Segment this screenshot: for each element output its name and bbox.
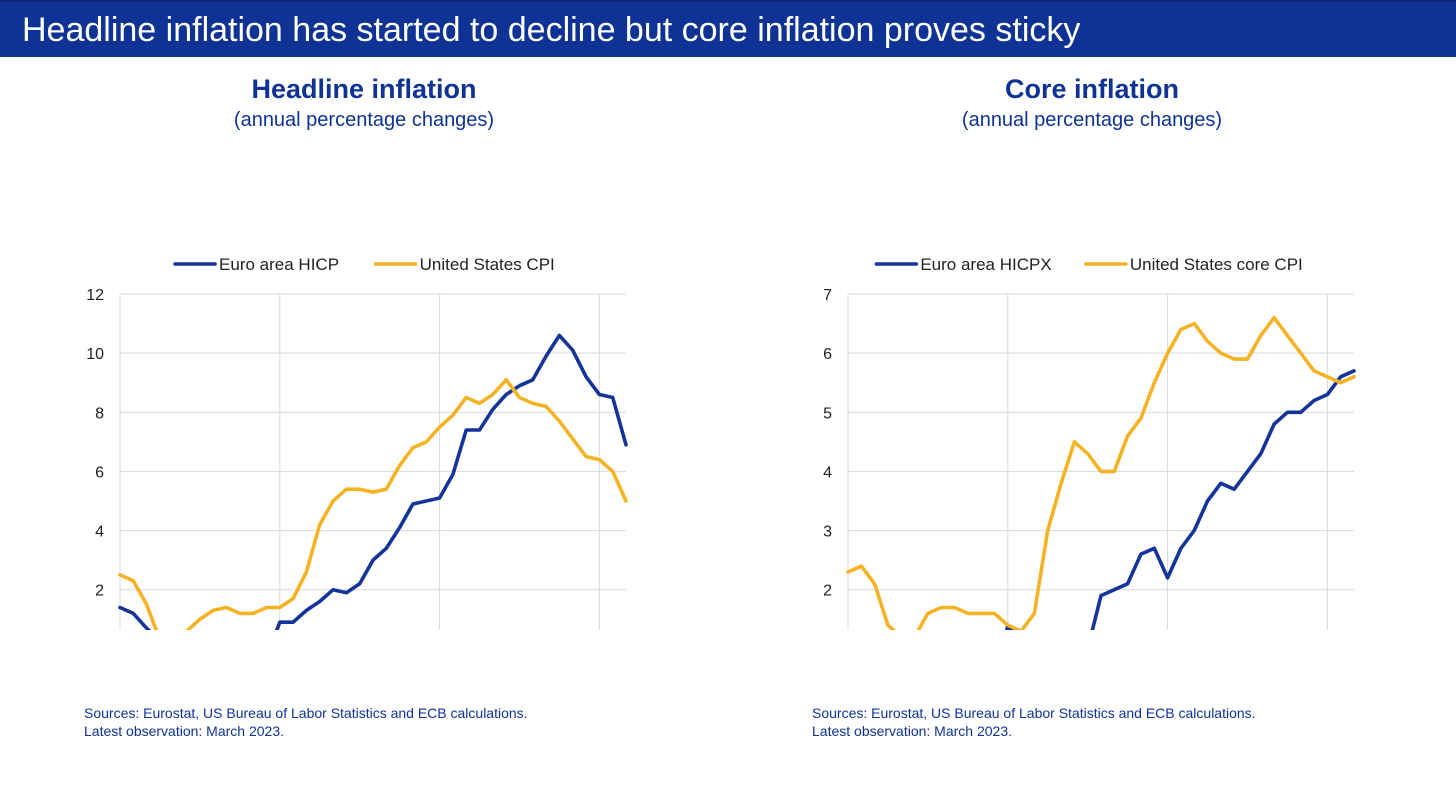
- y-tick-label: 5: [823, 405, 832, 422]
- header-banner: Headline inflation has started to declin…: [0, 0, 1456, 57]
- plot-area: -20246810122020202120222023: [86, 287, 628, 630]
- legend-label: United States CPI: [420, 255, 555, 274]
- y-tick-label: 4: [95, 524, 104, 541]
- series-line-united-states-core-cpi: [846, 315, 1356, 630]
- chart-panel-core: Core inflation (annual percentage change…: [728, 60, 1456, 788]
- chart-subtitle: (annual percentage changes): [233, 109, 495, 131]
- y-tick-label: 10: [86, 346, 104, 363]
- core-inflation-chart: 012345672020202120222023Euro area HICPXU…: [823, 255, 1356, 630]
- legend-label: Euro area HICPX: [920, 255, 1051, 274]
- legend: Euro area HICP United States CPI: [173, 255, 555, 274]
- series-line-euro-area-hicpx: [1005, 369, 1356, 630]
- chart-title: Headline inflation: [251, 74, 477, 104]
- y-tick-label: 7: [823, 287, 832, 304]
- source-line: Sources: Eurostat, US Bureau of Labor St…: [812, 705, 1256, 721]
- chart-title: Core inflation: [1005, 74, 1179, 104]
- y-tick-label: 12: [86, 287, 104, 304]
- legend-label: United States core CPI: [1130, 255, 1303, 274]
- plot-area: 012345672020202120222023: [823, 287, 1356, 630]
- y-tick-label: 2: [95, 583, 104, 600]
- source-line: Sources: Eurostat, US Bureau of Labor St…: [84, 705, 528, 721]
- source-line: Latest observation: March 2023.: [84, 723, 285, 739]
- series-line-euro-area-hicp: [118, 333, 628, 630]
- y-tick-label: 6: [95, 464, 104, 481]
- page-title: Headline inflation has started to declin…: [22, 11, 1081, 49]
- y-tick-label: 3: [823, 524, 832, 541]
- source-line: Latest observation: March 2023.: [812, 723, 1013, 739]
- source-note: Sources: Eurostat, US Bureau of Labor St…: [812, 704, 1256, 740]
- legend: Euro area HICPX United States core CPI: [874, 255, 1303, 274]
- y-tick-label: 6: [823, 346, 832, 363]
- legend-label: Euro area HICP: [219, 255, 339, 274]
- series-line-united-states-cpi: [118, 378, 628, 630]
- y-tick-label: 2: [823, 583, 832, 600]
- source-note: Sources: Eurostat, US Bureau of Labor St…: [84, 704, 528, 740]
- headline-inflation-chart: -20246810122020202120222023Euro area HIC…: [86, 255, 628, 630]
- chart-subtitle: (annual percentage changes): [961, 109, 1223, 131]
- y-tick-label: 8: [95, 405, 104, 422]
- chart-panel-headline: Headline inflation (annual percentage ch…: [0, 60, 728, 788]
- y-tick-label: 4: [823, 464, 832, 481]
